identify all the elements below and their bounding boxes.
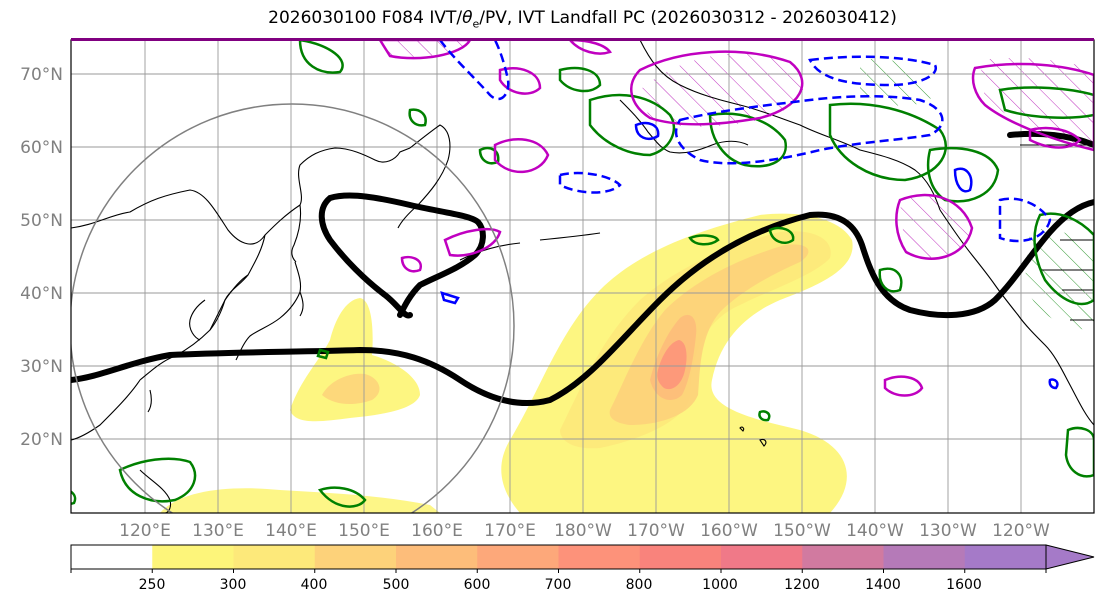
lon-label-150w: 150°W — [773, 521, 831, 541]
colorbar-swatch — [396, 545, 478, 569]
lon-label-170w: 170°W — [627, 521, 685, 541]
lon-label-120e: 120°E — [119, 521, 171, 541]
lat-label-60: 60°N — [20, 138, 63, 158]
colorbar-extend-arrow — [1045, 544, 1095, 570]
colorbar-labels: 250 300 400 500 600 700 800 1000 1200 14… — [139, 577, 982, 593]
cb-label-600: 600 — [464, 577, 491, 593]
colorbar-swatch — [558, 545, 641, 569]
theta-symbol: θ — [462, 8, 473, 28]
lon-label-180w: 180°W — [554, 521, 612, 541]
colorbar-swatch — [883, 545, 966, 569]
lon-label-130e: 130°E — [192, 521, 244, 541]
cb-label-1000: 1000 — [702, 577, 738, 593]
lon-axis: 120°E 130°E 140°E 150°E 160°E 170°E 180°… — [119, 521, 1050, 541]
colorbar-swatch — [314, 545, 397, 569]
cb-label-1200: 1200 — [784, 577, 820, 593]
theta-contours — [378, 40, 1094, 397]
colorbar-swatch — [721, 545, 803, 569]
lon-label-140e: 140°E — [265, 521, 317, 541]
lon-label-130w: 130°W — [919, 521, 977, 541]
cb-label-300: 300 — [220, 577, 247, 593]
cb-label-400: 400 — [301, 577, 328, 593]
map-title: 2026030100 F084 IVT/θe/PV, IVT Landfall … — [268, 8, 897, 31]
lon-label-170e: 170°E — [484, 521, 536, 541]
ivt-shading — [160, 213, 853, 513]
cb-label-500: 500 — [383, 577, 410, 593]
colorbar-swatch — [477, 545, 559, 569]
colorbar-swatch — [964, 545, 1047, 569]
colorbar-swatches — [71, 545, 1047, 569]
colorbar-ticks — [70, 569, 1047, 573]
theta-neg-contours-solid — [440, 121, 1059, 390]
lat-label-40: 40°N — [20, 284, 63, 304]
lon-label-160w: 160°W — [700, 521, 758, 541]
lon-label-120w: 120°W — [992, 521, 1050, 541]
cb-label-700: 700 — [545, 577, 572, 593]
ivt-region-west-2 — [322, 373, 380, 405]
ivt-region-core-peak — [657, 340, 687, 390]
theta-subscript: e — [472, 17, 480, 31]
lon-label-140w: 140°W — [846, 521, 904, 541]
jet-contour — [71, 130, 1094, 406]
colorbar-swatch — [152, 545, 234, 569]
ivt-region-west — [290, 298, 420, 422]
theta-neg-contours — [439, 40, 1052, 243]
coastlines — [71, 40, 1094, 513]
colorbar-swatch — [233, 545, 316, 569]
graticule — [71, 40, 1094, 513]
colorbar: 250 300 400 500 600 700 800 1000 1200 14… — [70, 544, 1095, 593]
lat-label-50: 50°N — [20, 211, 63, 231]
lat-label-70: 70°N — [20, 65, 63, 85]
cb-label-1600: 1600 — [946, 577, 982, 593]
cb-label-250: 250 — [139, 577, 166, 593]
colorbar-swatch — [71, 545, 153, 569]
colorbar-swatch — [639, 545, 722, 569]
landfall-radius-circle — [71, 103, 515, 513]
cb-label-1400: 1400 — [865, 577, 901, 593]
colorbar-swatch — [802, 545, 884, 569]
lon-label-150e: 150°E — [338, 521, 390, 541]
lat-axis: 70°N 60°N 50°N 40°N 30°N 20°N — [20, 65, 63, 450]
lon-label-160e: 160°E — [411, 521, 463, 541]
lat-label-20: 20°N — [20, 430, 63, 450]
cb-label-800: 800 — [626, 577, 653, 593]
lat-label-30: 30°N — [20, 357, 63, 377]
ivt-region-south — [160, 488, 440, 513]
hatch-areas — [380, 40, 1094, 330]
pv-contours — [71, 40, 1094, 508]
